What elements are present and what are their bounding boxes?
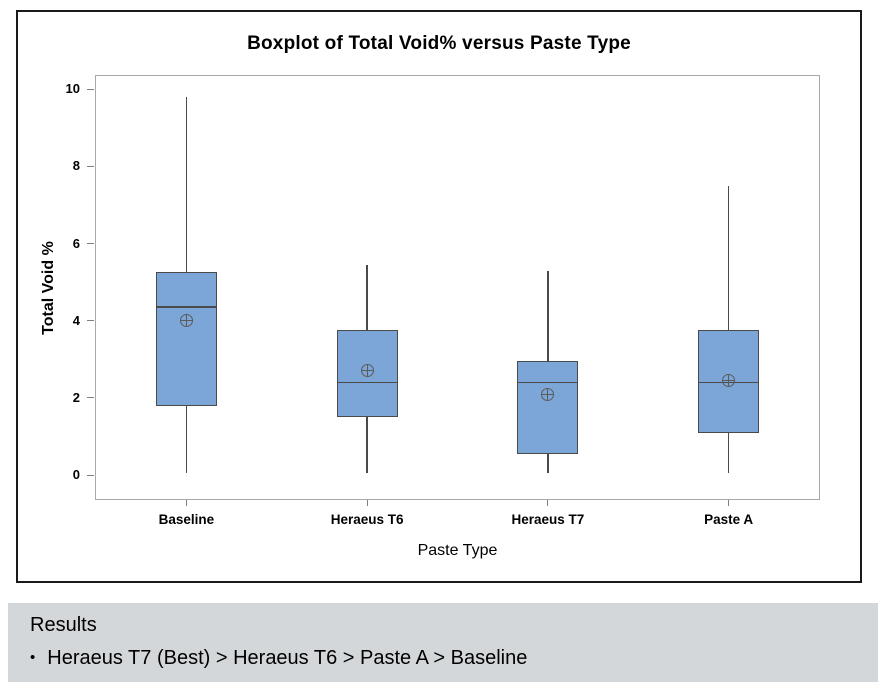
y-axis-tick <box>87 243 94 245</box>
y-axis-tick <box>87 397 94 399</box>
y-tick-label: 4 <box>72 312 80 328</box>
mean-marker-icon <box>541 387 555 401</box>
y-tick-label: 6 <box>72 235 80 251</box>
x-axis-tick <box>547 500 549 506</box>
mean-marker-icon <box>360 364 374 378</box>
y-tick-label: 8 <box>72 158 80 174</box>
x-axis-tick <box>185 500 187 506</box>
x-category-label: Paste A <box>704 512 754 527</box>
results-item-text: Heraeus T7 (Best) > Heraeus T6 > Paste A… <box>47 647 528 669</box>
mean-marker-icon <box>722 374 736 388</box>
box-whisker <box>727 185 730 474</box>
y-axis-tick <box>87 88 94 90</box>
mean-marker-icon <box>179 314 193 328</box>
iqr-box <box>517 361 579 454</box>
x-axis-tick <box>728 500 730 506</box>
x-category-label: Baseline <box>158 512 215 527</box>
y-tick-label: 0 <box>72 467 80 483</box>
results-heading: Results <box>30 614 97 636</box>
results-panel: Results • Heraeus T7 (Best) > Heraeus T6 … <box>8 603 878 682</box>
y-axis-tick <box>87 474 94 476</box>
y-tick-label: 10 <box>65 81 80 97</box>
results-item: • Heraeus T7 (Best) > Heraeus T6 > Paste … <box>30 646 527 670</box>
boxplot-chart-frame: Boxplot of Total Void% versus Paste Type… <box>16 10 862 583</box>
iqr-box <box>155 272 217 406</box>
median-line <box>336 381 398 384</box>
x-category-label: Heraeus T7 <box>511 512 585 527</box>
x-axis-tick <box>366 500 368 506</box>
bullet-icon: • <box>30 649 36 666</box>
median-line <box>517 381 579 384</box>
median-line <box>155 306 217 308</box>
x-axis-title: Paste Type <box>417 542 498 559</box>
y-axis-tick <box>87 165 94 167</box>
y-axis-tick <box>87 320 94 322</box>
chart-title: Boxplot of Total Void% versus Paste Type <box>247 33 631 54</box>
plot-area: Total Void % Paste Type 0 2 4 6 8 10 Baseline H… <box>40 75 820 559</box>
x-category-label: Heraeus T6 <box>330 512 404 527</box>
y-tick-label: 2 <box>72 389 80 405</box>
